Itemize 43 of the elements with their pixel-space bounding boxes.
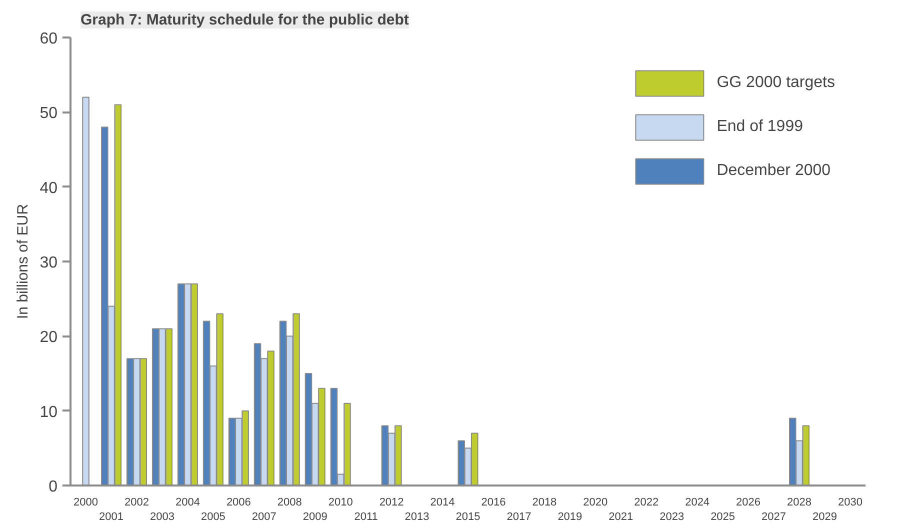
x-tick-label: 2011 [354,510,378,523]
x-tick-label: 2005 [200,510,226,523]
x-tick-label: 2004 [175,496,200,508]
x-tick-label: 2014 [430,496,455,508]
x-tick-label: 2002 [124,496,149,508]
x-tick-label: 2022 [634,496,659,508]
x-tick-label: 2001 [99,510,124,523]
x-tick-label: 2007 [252,510,276,523]
x-tick-label: 2016 [481,496,506,508]
x-tick-label: 2010 [328,496,353,508]
y-tick-label: 30 [40,254,58,272]
x-tick-label: 2028 [787,496,812,508]
x-tick-label: 2026 [736,496,761,508]
y-axis-title: In billions of EUR [14,204,32,320]
x-tick-label: 2025 [710,510,736,523]
y-tick-label: 0 [48,478,58,496]
x-tick-label: 2017 [506,510,532,523]
y-tick-label: 60 [40,30,58,48]
x-tick-label: 2030 [838,496,862,508]
x-tick-label: 2019 [558,510,582,523]
x-tick-label: 2006 [226,496,251,508]
x-tick-label: 2021 [608,510,634,523]
x-tick-label: 2027 [762,510,786,523]
x-tick-label: 2008 [277,496,302,508]
x-tick-label: 2012 [379,496,404,508]
x-tick-label: 2018 [532,496,557,508]
x-tick-label: 2009 [302,510,328,523]
x-tick-label: 2020 [583,496,608,508]
legend-label: End of 1999 [716,118,803,136]
y-tick-label: 20 [40,329,58,346]
y-tick-label: 50 [40,105,58,122]
x-tick-label: 2024 [685,496,710,508]
x-tick-label: 2029 [812,510,837,523]
chart-title: Graph 7: Maturity schedule for the public debt [80,12,409,28]
y-tick-label: 10 [40,404,58,421]
x-tick-label: 2023 [660,510,684,523]
x-tick-label: 2000 [74,496,98,508]
x-tick-label: 2013 [404,510,430,523]
y-tick-label: 40 [40,180,58,197]
legend-label: GG 2000 targets [716,74,835,92]
x-tick-label: 2003 [150,510,174,523]
x-tick-label: 2015 [456,510,480,523]
legend-label: December 2000 [716,162,831,180]
